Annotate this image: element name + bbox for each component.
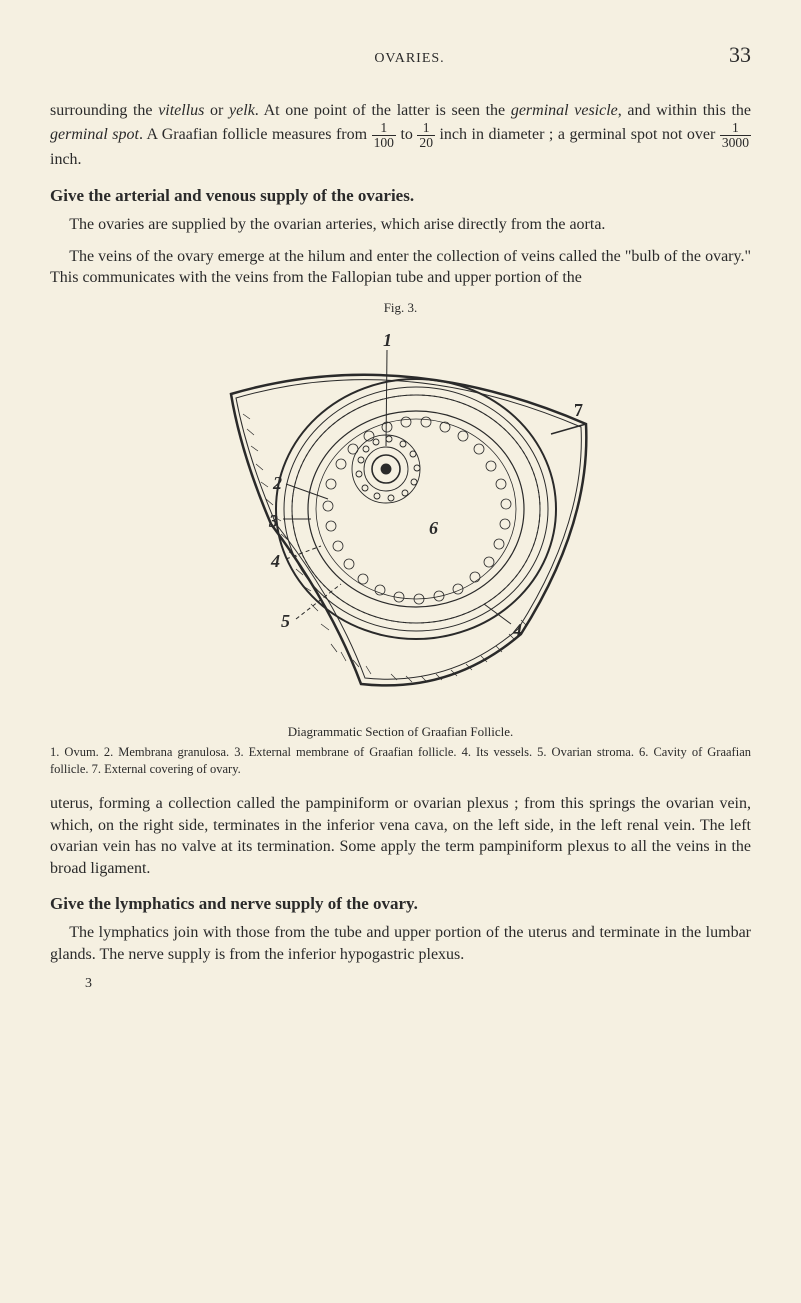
paragraph-3: The veins of the ovary emerge at the hil… xyxy=(50,246,751,289)
text: or xyxy=(204,102,229,119)
heading-arterial-venous: Give the arterial and venous supply of t… xyxy=(50,185,751,208)
page-header: OVARIES. 33 xyxy=(50,40,751,70)
fraction-1-3000: 13000 xyxy=(720,121,751,149)
term-germinal-vesicle: germinal vesicle xyxy=(511,102,618,119)
text: , and within this the xyxy=(618,102,751,119)
text: surrounding the xyxy=(50,102,158,119)
figure-caption: Fig. 3. xyxy=(50,299,751,317)
follicle-diagram-svg: 1 7 2 3 4 5 6 4 xyxy=(191,324,611,704)
diagram-label-4b: 4 xyxy=(512,620,522,640)
text: inch in diameter ; a germinal spot not o… xyxy=(435,126,720,143)
diagram-label-5: 5 xyxy=(281,611,290,631)
term-vitellus: vitellus xyxy=(158,102,204,119)
figure-graafian-follicle: 1 7 2 3 4 5 6 4 xyxy=(50,324,751,711)
diagram-label-1: 1 xyxy=(383,330,392,350)
signature-mark: 3 xyxy=(50,975,751,994)
paragraph-1: surrounding the vitellus or yelk. At one… xyxy=(50,100,751,171)
diagram-label-6: 6 xyxy=(429,518,438,538)
running-head: OVARIES. xyxy=(90,50,729,69)
diagram-label-4: 4 xyxy=(270,551,280,571)
text: . A Graafian follicle measures from xyxy=(139,126,372,143)
paragraph-5: The lymphatics join with those from the … xyxy=(50,922,751,965)
diagram-label-3: 3 xyxy=(268,511,278,531)
diagram-label-2: 2 xyxy=(272,473,282,493)
fraction-1-100: 1100 xyxy=(372,121,396,149)
term-yelk: yelk xyxy=(229,102,255,119)
text: to xyxy=(396,126,417,143)
paragraph-2: The ovaries are supplied by the ovarian … xyxy=(50,214,751,236)
heading-lymphatics-nerve: Give the lymphatics and nerve supply of … xyxy=(50,893,751,916)
paragraph-4: uterus, forming a collection called the … xyxy=(50,793,751,879)
diagram-title: Diagrammatic Section of Graafian Follicl… xyxy=(50,723,751,741)
text: inch. xyxy=(50,151,82,168)
text: . At one point of the latter is seen the xyxy=(255,102,511,119)
term-germinal-spot: germinal spot xyxy=(50,126,139,143)
diagram-label-7: 7 xyxy=(574,400,583,420)
diagram-legend: 1. Ovum. 2. Membrana granulosa. 3. Exter… xyxy=(50,744,751,777)
page-number: 33 xyxy=(729,40,751,70)
fraction-1-20: 120 xyxy=(417,121,435,149)
